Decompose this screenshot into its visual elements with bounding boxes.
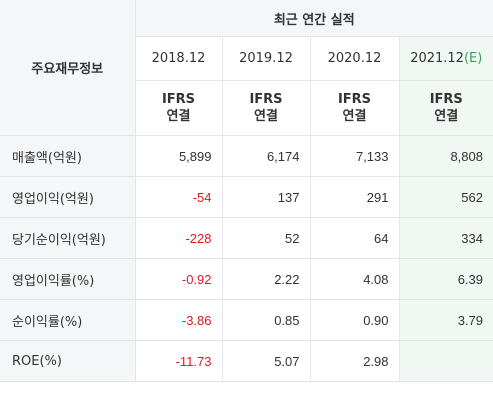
standard-scope: 연결 <box>166 109 191 124</box>
row-label: ROE(%) <box>0 340 136 382</box>
cell-value: 5,899 <box>134 135 223 177</box>
accounting-standard: IFRS 연결 <box>398 80 493 136</box>
row-label: 영업이익률(%) <box>0 258 136 300</box>
standard-scope: 연결 <box>254 109 278 124</box>
cell-value: 6,174 <box>221 135 311 177</box>
table-row: ROE(%) -11.73 5.07 2.98 <box>0 340 493 382</box>
cell-value <box>398 340 493 382</box>
period-header: 2019.12 <box>221 36 311 81</box>
period-header-estimate: 2021.12(E) <box>398 36 493 81</box>
cell-value: 137 <box>221 176 311 218</box>
data-rows: 매출액(억원) 5,899 6,174 7,133 8,808 영업이익(억원) -54 13… <box>0 135 493 382</box>
period-label: 2018.12 <box>151 51 206 66</box>
cell-value: 2.98 <box>309 340 400 382</box>
financial-summary-table: 주요재무정보 최근 연간 실적 2018.12 2019.12 2020.12 … <box>0 0 493 382</box>
standard-name: IFRS <box>337 92 372 107</box>
period-header: 2020.12 <box>309 36 400 81</box>
cell-value: 8,808 <box>398 135 493 177</box>
standard-scope: 연결 <box>342 109 367 124</box>
cell-value: 0.85 <box>221 299 311 341</box>
row-label: 당기순이익(억원) <box>0 217 136 259</box>
cell-value: -228 <box>134 217 223 259</box>
standard-scope: 연결 <box>434 109 459 124</box>
accounting-standard: IFRS 연결 <box>135 80 223 136</box>
cell-value: 64 <box>309 217 400 259</box>
cell-value: 5.07 <box>221 340 311 382</box>
standard-name: IFRS <box>161 92 196 107</box>
cell-value: 562 <box>398 176 493 218</box>
cell-value: 7,133 <box>309 135 400 177</box>
table-row: 당기순이익(억원) -228 52 64 334 <box>0 217 493 259</box>
cell-value: 6.39 <box>398 258 493 300</box>
table-row: 영업이익률(%) -0.92 2.22 4.08 6.39 <box>0 258 493 300</box>
section-title: 최근 연간 실적 <box>134 0 493 37</box>
standard-name: IFRS <box>429 92 463 107</box>
period-header: 2018.12 <box>135 36 223 81</box>
cell-value: 291 <box>309 176 400 218</box>
row-label: 순이익률(%) <box>0 299 136 341</box>
cell-value: 0.90 <box>309 299 400 341</box>
period-label: 2021.12 <box>410 51 464 66</box>
corner-label: 주요재무정보 <box>0 0 136 136</box>
cell-value: 52 <box>221 217 311 259</box>
standard-name: IFRS <box>249 92 283 107</box>
cell-value: -54 <box>134 176 223 218</box>
cell-value: 4.08 <box>309 258 400 300</box>
header-row-section: 주요재무정보 최근 연간 실적 <box>0 0 493 136</box>
cell-value: 334 <box>398 217 493 259</box>
period-label: 2019.12 <box>239 51 293 66</box>
cell-value: -11.73 <box>134 340 223 382</box>
row-label: 매출액(억원) <box>0 135 136 177</box>
table-row: 영업이익(억원) -54 137 291 562 <box>0 176 493 218</box>
table-row: 매출액(억원) 5,899 6,174 7,133 8,808 <box>0 135 493 177</box>
accounting-standard: IFRS 연결 <box>221 80 311 136</box>
estimate-mark: (E) <box>463 51 483 66</box>
cell-value: 2.22 <box>221 258 311 300</box>
header-row-standards: IFRS 연결 IFRS 연결 IFRS 연결 IFRS 연결 <box>0 80 493 136</box>
accounting-standard: IFRS 연결 <box>309 80 400 136</box>
cell-value: 3.79 <box>398 299 493 341</box>
table-row: 순이익률(%) -3.86 0.85 0.90 3.79 <box>0 299 493 341</box>
cell-value: -0.92 <box>134 258 223 300</box>
cell-value: -3.86 <box>134 299 223 341</box>
period-label: 2020.12 <box>327 51 382 66</box>
row-label: 영업이익(억원) <box>0 176 136 218</box>
